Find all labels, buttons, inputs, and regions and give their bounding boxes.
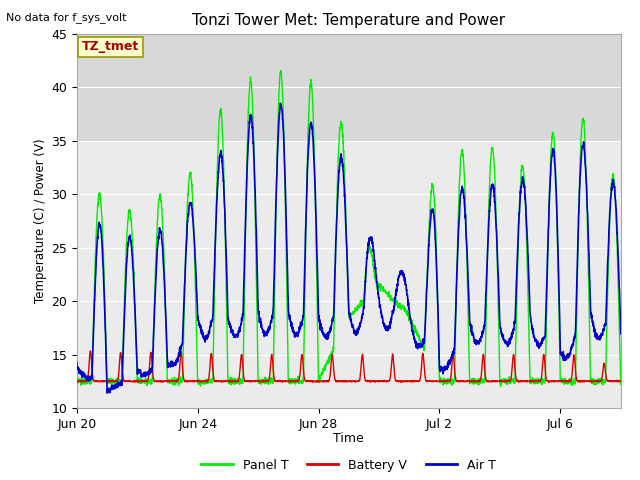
Text: No data for f_sys_volt: No data for f_sys_volt	[6, 12, 127, 23]
Bar	[77, 34, 621, 141]
Y-axis label: Temperature (C) / Power (V): Temperature (C) / Power (V)	[34, 139, 47, 303]
Legend: Panel T, Battery V, Air T: Panel T, Battery V, Air T	[196, 454, 501, 477]
X-axis label: Time: Time	[333, 432, 364, 445]
Title: Tonzi Tower Met: Temperature and Power: Tonzi Tower Met: Temperature and Power	[192, 13, 506, 28]
Text: TZ_tmet: TZ_tmet	[82, 40, 140, 53]
